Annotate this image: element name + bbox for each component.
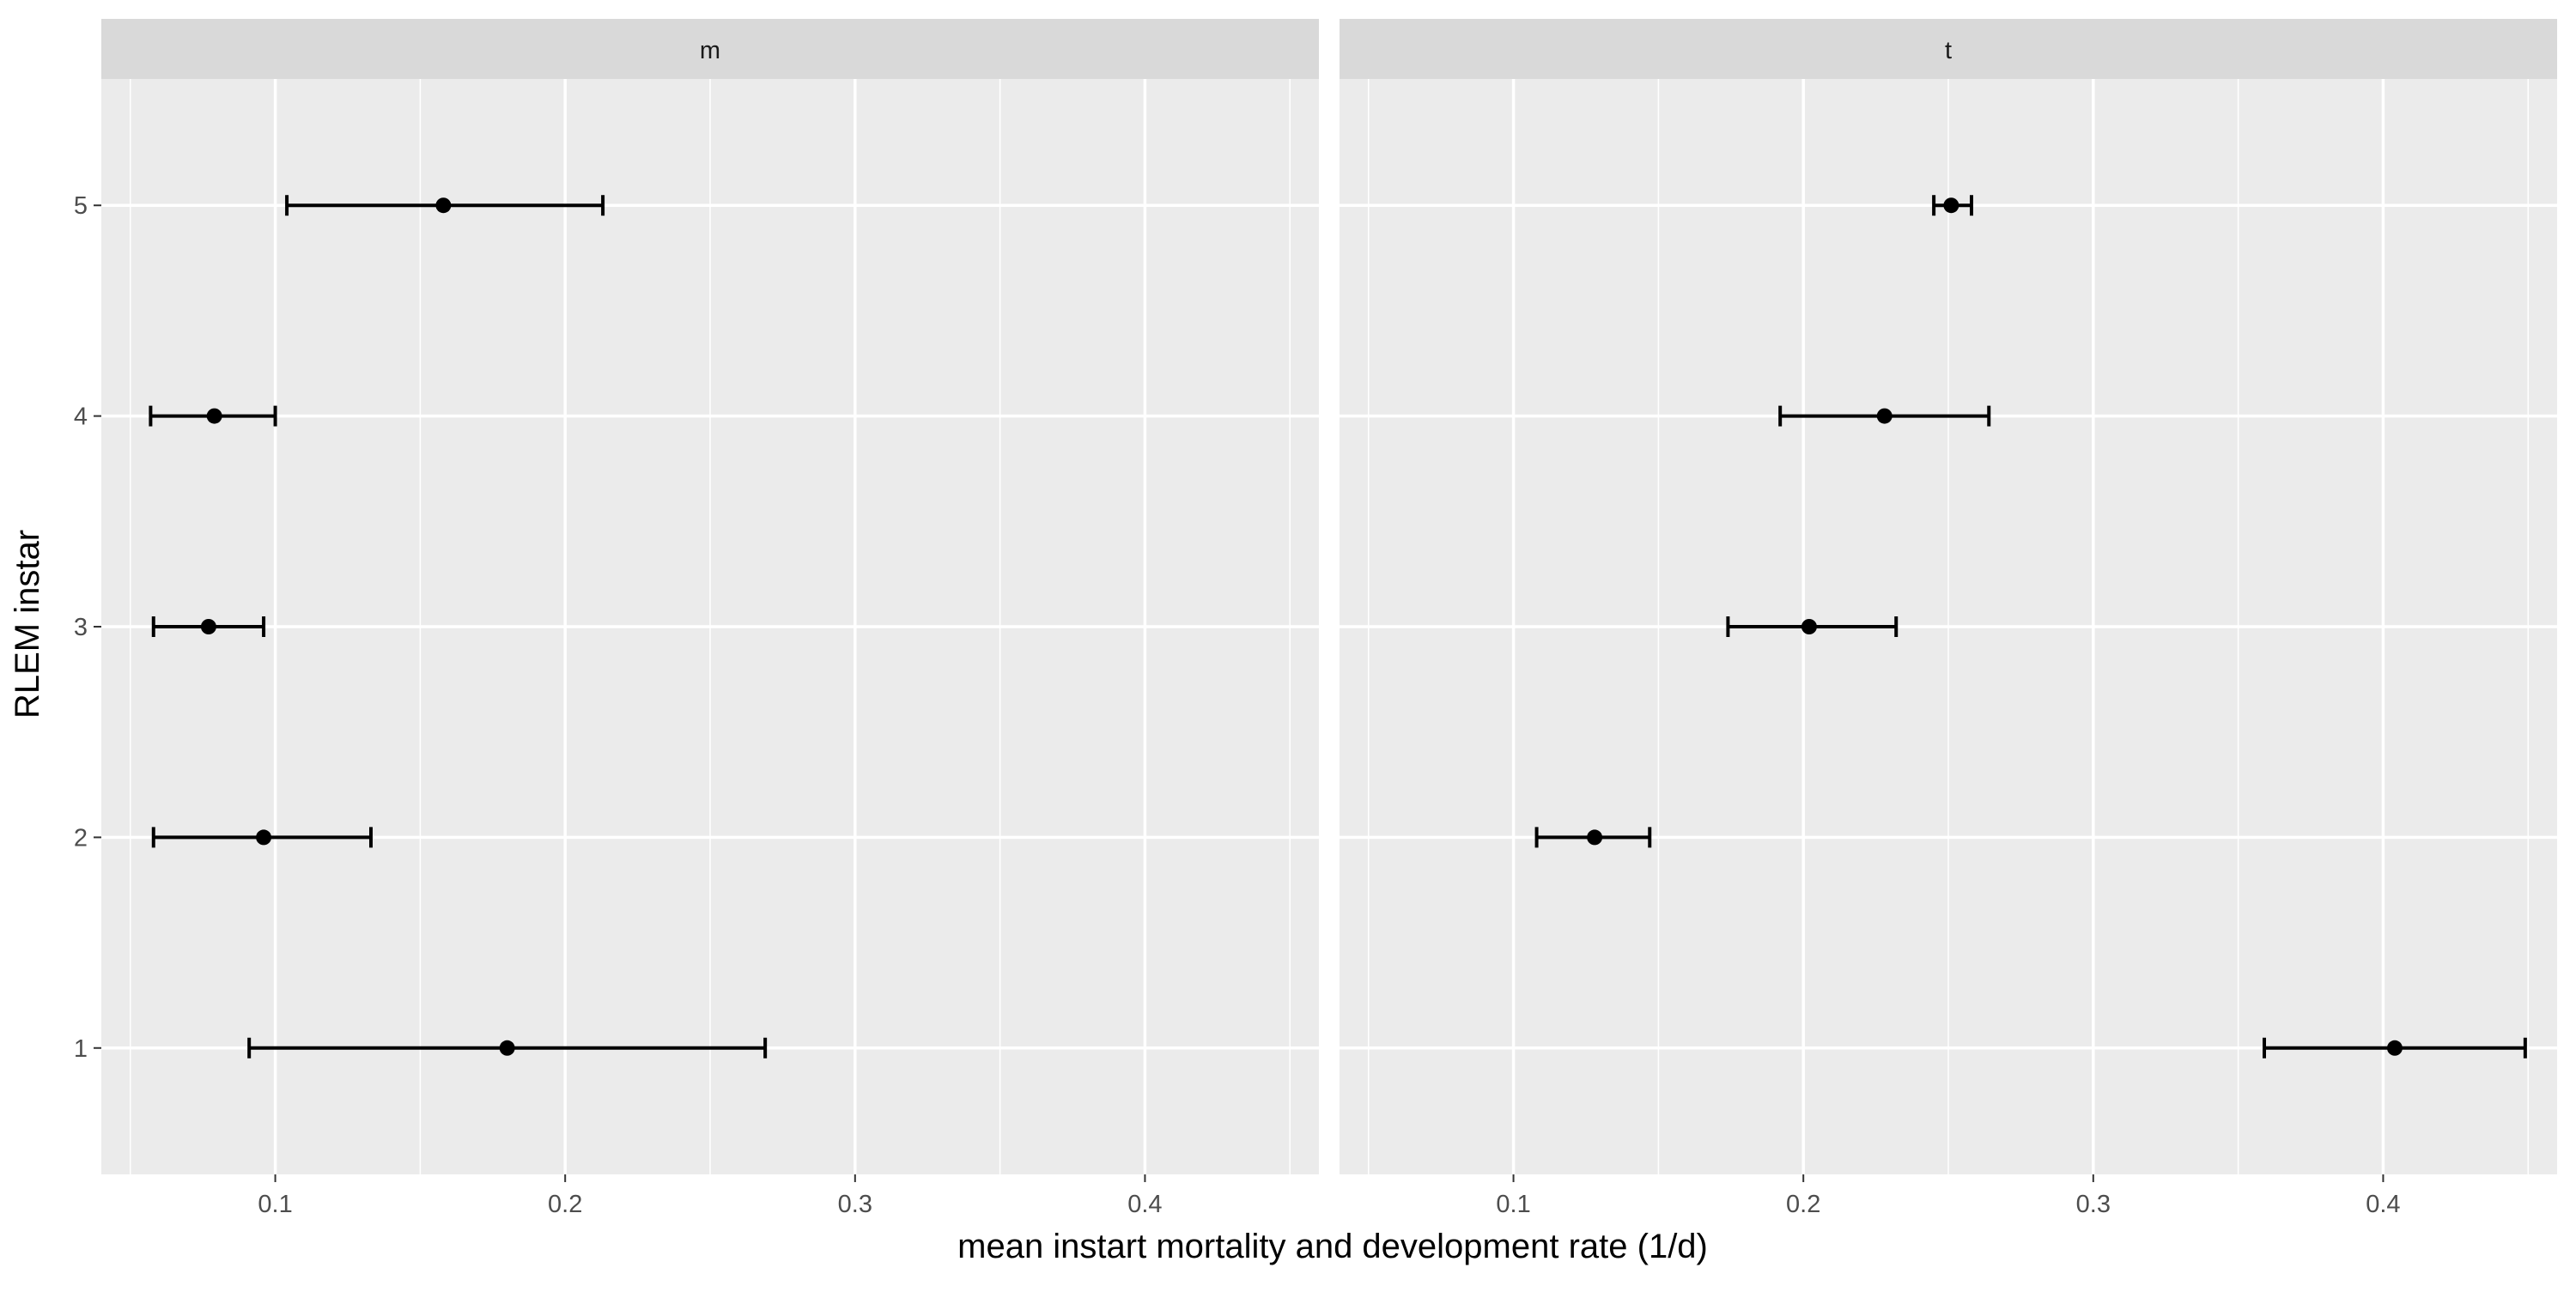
x-axis-title: mean instart mortality and development r…: [957, 1228, 1708, 1265]
mean-point: [206, 408, 222, 424]
mean-point: [499, 1040, 515, 1056]
mean-point: [1876, 408, 1893, 424]
x-tick-label: 0.4: [1127, 1191, 1162, 1218]
facet-strip: [101, 19, 1319, 79]
y-tick-label: 1: [74, 1035, 88, 1063]
facet-panel-t: t 0.1 0.2 0.3 0.4: [1340, 19, 2557, 1218]
mean-point: [1587, 829, 1603, 846]
y-axis: 1 2 3 4 5: [74, 192, 101, 1063]
y-tick-label: 4: [74, 403, 88, 431]
y-tick-label: 5: [74, 192, 88, 220]
x-tick-label: 0.2: [1786, 1191, 1820, 1218]
facet-strip-label: m: [700, 37, 720, 64]
mean-point: [435, 197, 452, 214]
mean-point: [256, 829, 272, 846]
facet-panels: m 0.1 0.2 0.3 0.4 t 0.1 0.2 0.3 0.4: [101, 19, 2557, 1218]
facet-panel-m: m 0.1 0.2 0.3 0.4: [101, 19, 1319, 1218]
facet-strip: [1340, 19, 2557, 79]
x-tick-label: 0.2: [548, 1191, 582, 1218]
x-tick-label: 0.3: [2076, 1191, 2111, 1218]
y-axis-title: RLEM instar: [9, 530, 46, 719]
mean-point: [200, 619, 216, 634]
x-tick-label: 0.1: [258, 1191, 292, 1218]
mean-point: [1801, 619, 1817, 634]
mean-point: [1943, 197, 1959, 214]
y-tick-label: 3: [74, 614, 88, 641]
mean-point: [2386, 1040, 2403, 1056]
x-tick-label: 0.3: [838, 1191, 872, 1218]
x-tick-label: 0.1: [1496, 1191, 1530, 1218]
facet-strip-label: t: [1945, 37, 1952, 64]
x-tick-label: 0.4: [2366, 1191, 2400, 1218]
y-tick-label: 2: [74, 824, 88, 852]
